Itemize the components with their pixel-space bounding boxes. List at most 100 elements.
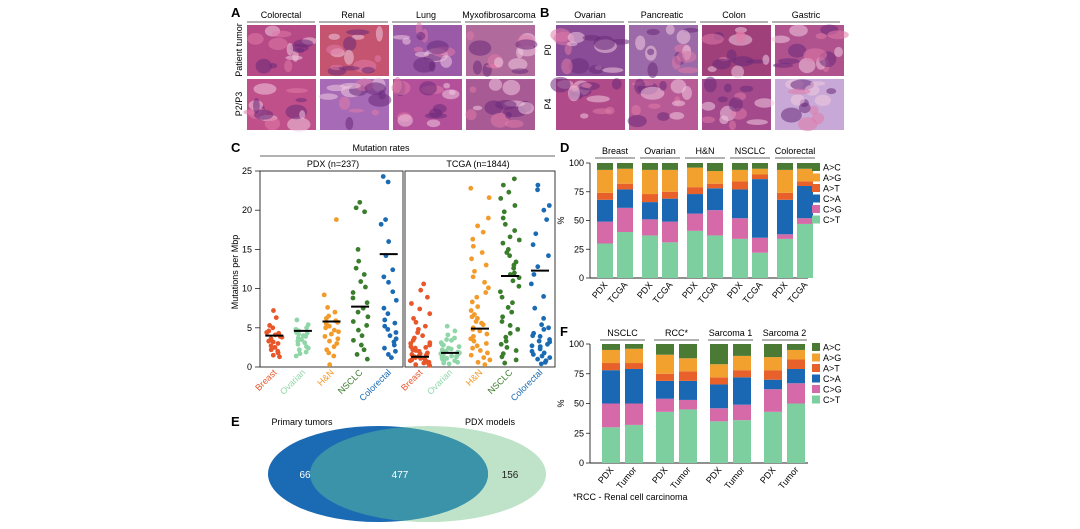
data-point <box>456 344 462 350</box>
panel-a-row-label: P2/P3 <box>234 92 244 117</box>
data-point <box>417 351 423 357</box>
bar-segment <box>625 368 643 404</box>
data-point <box>469 256 474 262</box>
data-point <box>509 309 515 315</box>
data-point <box>304 325 310 331</box>
panel-letter-f: F <box>560 324 568 339</box>
data-point <box>536 338 542 344</box>
data-point <box>385 352 391 357</box>
bar-segment <box>687 163 703 168</box>
data-point <box>378 221 384 227</box>
data-point <box>326 323 332 329</box>
y-axis-label: % <box>556 216 566 224</box>
panel-letter-c: C <box>231 140 241 155</box>
bar-segment <box>602 370 620 404</box>
data-point <box>479 320 484 326</box>
data-point <box>454 354 459 360</box>
data-point <box>472 268 477 274</box>
panel-a-col-header: Renal <box>341 10 365 20</box>
data-point <box>302 340 308 346</box>
data-point <box>385 311 391 317</box>
bar-segment <box>764 344 782 358</box>
data-point <box>512 228 518 233</box>
data-point <box>500 314 506 320</box>
data-point <box>390 289 396 295</box>
data-point <box>413 319 419 325</box>
data-point <box>299 337 304 342</box>
data-point <box>455 359 461 365</box>
bar-segment <box>597 169 613 193</box>
data-point <box>541 326 547 332</box>
data-point <box>475 223 481 229</box>
x-tick-label: H&N <box>315 367 336 388</box>
data-point <box>441 360 447 366</box>
bar-segment <box>597 221 613 244</box>
data-point <box>365 314 371 320</box>
bar-segment <box>662 198 678 222</box>
bar-label: PDX <box>704 465 724 486</box>
data-point <box>512 203 518 208</box>
data-point <box>445 332 451 338</box>
panel-b: Ovarian Pancreatic Colon Gastric P0 P4 <box>543 10 849 132</box>
y-tick-label: 50 <box>574 216 584 226</box>
bar-segment <box>764 370 782 380</box>
data-point <box>331 327 337 333</box>
panel-a-col-header: Lung <box>416 10 436 20</box>
data-point <box>515 326 521 332</box>
bar-segment <box>777 234 793 239</box>
data-point <box>272 345 278 350</box>
scatter-points <box>264 174 553 368</box>
bar-segment <box>642 235 658 278</box>
bar-segment <box>617 168 633 184</box>
histology-image <box>627 78 698 130</box>
bar-segment <box>679 371 697 381</box>
data-point <box>512 270 517 276</box>
bar-segment <box>764 357 782 371</box>
bar-segment <box>797 181 813 186</box>
data-point <box>506 189 512 195</box>
data-point <box>477 328 483 334</box>
bar-segment <box>642 202 658 220</box>
legend-swatch <box>812 205 820 213</box>
x-tick-label: Breast <box>399 367 425 393</box>
data-point <box>469 299 475 305</box>
data-point <box>486 285 491 291</box>
histology-image <box>775 79 844 132</box>
venn-label-right: PDX models <box>465 417 516 427</box>
bar-label: Tumor <box>614 465 638 491</box>
y-tick-label: 25 <box>242 166 252 176</box>
bar-segment <box>752 252 768 278</box>
data-point <box>482 279 487 285</box>
data-point <box>332 309 338 315</box>
plot-frame <box>259 170 404 368</box>
data-point <box>417 306 423 312</box>
data-point <box>546 325 551 331</box>
bar-segment <box>787 403 805 463</box>
bar-segment <box>732 163 748 170</box>
legend-swatch <box>812 184 820 192</box>
data-point <box>531 272 537 277</box>
panel-a-col-header: Colorectal <box>261 10 302 20</box>
histology-image <box>391 76 462 130</box>
bar-segment <box>656 380 674 399</box>
histology-image <box>318 77 392 131</box>
legend-label: A>G <box>823 353 841 363</box>
bar-group-title: Breast <box>602 146 629 156</box>
data-point <box>449 353 454 359</box>
bar-group-title: Sarcoma 2 <box>763 328 807 338</box>
bar-segment <box>617 183 633 190</box>
data-point <box>480 229 486 235</box>
data-point <box>322 334 328 339</box>
data-point <box>355 309 361 315</box>
data-point <box>483 341 489 346</box>
data-point <box>408 341 414 346</box>
data-point <box>364 323 370 328</box>
histology-image <box>550 25 631 76</box>
panel-c: Mutation rates PDX (n=237) TCGA (n=1844)… <box>230 143 556 403</box>
y-tick-label: 50 <box>574 399 584 409</box>
data-point <box>321 292 327 298</box>
group-label-pdx: PDX (n=237) <box>307 159 359 169</box>
data-point <box>305 345 311 351</box>
data-point <box>427 342 433 348</box>
data-point <box>354 352 360 357</box>
